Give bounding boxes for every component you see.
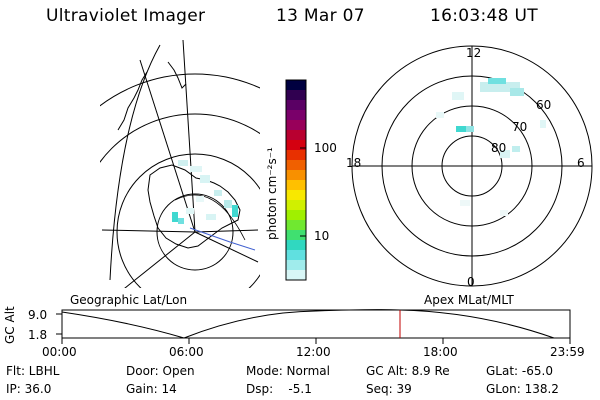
polar-aurora <box>436 78 546 216</box>
latitude-circle <box>116 153 260 288</box>
timeline-xtick-label: 12:00 <box>296 345 331 359</box>
timeline-right-label: Apex MLat/MLT <box>424 293 514 307</box>
colorbar-frame <box>285 79 307 281</box>
filter-info: Flt: LBHL <box>6 364 60 378</box>
ip-info: IP: 36.0 <box>6 382 52 396</box>
colorbar-segment <box>286 240 306 251</box>
gain-info: Gain: 14 <box>126 382 177 396</box>
colorbar-segment <box>286 140 306 151</box>
colorbar-segment <box>286 130 306 141</box>
colorbar-segment <box>286 190 306 201</box>
door-info: Door: Open <box>126 364 195 378</box>
meridian-line <box>194 229 259 233</box>
mlat-label-60: 60 <box>536 98 552 112</box>
meridian-line <box>182 39 196 233</box>
mlt-label-12: 12 <box>466 46 482 60</box>
colorbar-segment <box>286 150 306 161</box>
coastline-fragment <box>117 71 148 131</box>
timeline-xtick-label: 23:59 <box>550 345 585 359</box>
colorbar-segment <box>286 100 306 111</box>
colorbar-segment <box>286 110 306 121</box>
latitude-circle <box>100 73 260 107</box>
meridian-line <box>124 231 196 288</box>
meridian-line <box>101 229 196 233</box>
colorbar-segment <box>286 250 306 261</box>
colorbar-segment <box>286 200 306 211</box>
colorbar-segment <box>286 230 306 241</box>
colorbar-segment <box>286 270 306 281</box>
colorbar-segment <box>286 90 306 101</box>
instrument-title: Ultraviolet Imager <box>46 6 206 26</box>
mlt-label-0: 0 <box>467 275 475 289</box>
glat-info: GLat: -65.0 <box>486 364 553 378</box>
terminator-curve <box>109 44 161 281</box>
seq-info: Seq: 39 <box>366 382 412 396</box>
antarctica-outline <box>147 164 241 249</box>
mlt-label-6: 6 <box>577 156 585 170</box>
colorbar-segment <box>286 170 306 181</box>
timeline-ytick-9: 9.0 <box>28 308 48 322</box>
altitude-curve <box>61 309 555 339</box>
meridian-line <box>194 231 259 263</box>
timeline-left-label: Geographic Lat/Lon <box>70 293 188 307</box>
coastline-curve <box>174 194 246 241</box>
time-label: 16:03:48 UT <box>430 6 538 26</box>
latitude-circle <box>156 193 234 271</box>
mlat-label-70: 70 <box>512 120 528 134</box>
coastline-fragment <box>167 61 187 89</box>
timeline-xtick-label: 00:00 <box>42 345 77 359</box>
orbit-track <box>189 227 256 251</box>
timeline-xtick-label: 06:00 <box>169 345 204 359</box>
mlt-label-18: 18 <box>346 156 362 170</box>
date-label: 13 Mar 07 <box>276 6 365 26</box>
glon-info: GLon: 138.2 <box>486 382 559 396</box>
aurora-speckles <box>172 160 238 224</box>
mlat-label-80: 80 <box>491 141 507 155</box>
timeline-ytick-1.8: 1.8 <box>28 328 48 342</box>
timeline-frame <box>61 309 571 339</box>
gc-alt-info: GC Alt: 8.9 Re <box>366 364 450 378</box>
colorbar-segment <box>286 120 306 131</box>
colorbar-tick-label-10: 10 <box>314 229 330 243</box>
colorbar-segment <box>286 180 306 191</box>
timeline-xtick-label: 18:00 <box>423 345 458 359</box>
dsp-info: Dsp: -5.1 <box>246 382 312 396</box>
meridian-line <box>139 59 196 233</box>
colorbar-segment <box>286 80 306 91</box>
colorbar-segment <box>286 220 306 231</box>
colorbar-segment <box>286 210 306 221</box>
colorbar-segment <box>286 260 306 271</box>
colorbar-segment <box>286 160 306 171</box>
mode-info: Mode: Normal <box>246 364 330 378</box>
latitude-circle <box>100 113 260 163</box>
colorbar-tick-label-100: 100 <box>314 141 337 155</box>
